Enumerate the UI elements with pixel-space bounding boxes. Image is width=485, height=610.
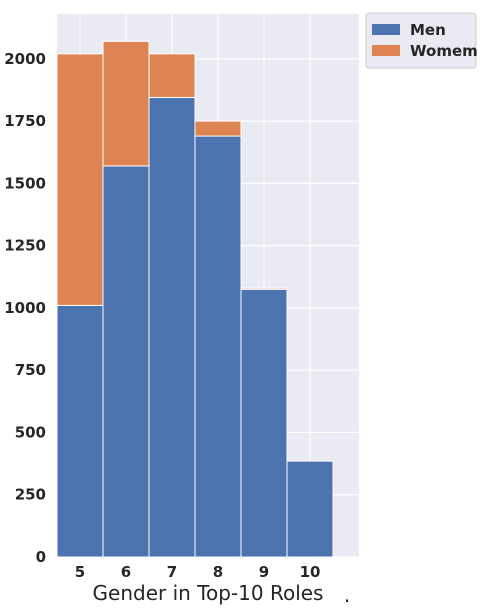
- x-tick-labels: 5 6 7 8 9 10: [75, 563, 321, 581]
- x-tick-label: 8: [213, 563, 223, 581]
- legend-label-womem: Womem: [410, 42, 478, 60]
- bar-womem-5: [56, 53, 104, 306]
- bar-men-5: [56, 304, 104, 558]
- x-tick-label: 6: [121, 563, 131, 581]
- bars: [56, 40, 334, 558]
- bar-men-7: [148, 96, 196, 558]
- x-tick-label: 9: [259, 563, 269, 581]
- legend-swatch-men: [372, 24, 400, 35]
- y-tick-label: 1250: [4, 237, 46, 255]
- x-axis-trailing-mark: .: [344, 583, 350, 607]
- y-tick-label: 2000: [4, 50, 46, 68]
- y-tick-label: 1000: [4, 299, 46, 317]
- y-tick-label: 500: [15, 423, 46, 441]
- x-tick-label: 7: [167, 563, 177, 581]
- y-tick-labels: 0 250 500 750 1000 1250 1500 1750 2000: [4, 50, 46, 566]
- y-tick-label: 250: [15, 486, 46, 504]
- y-tick-label: 1500: [4, 174, 46, 192]
- y-tick-label: 1750: [4, 112, 46, 130]
- bar-men-10: [286, 460, 334, 558]
- legend-swatch-womem: [372, 45, 400, 56]
- bar-men-9: [240, 288, 288, 558]
- bar-men-8: [194, 135, 242, 558]
- x-tick-label: 10: [300, 563, 321, 581]
- legend: Men Womem: [365, 12, 478, 69]
- bar-womem-7: [148, 53, 196, 98]
- bar-womem-9: [240, 287, 288, 290]
- y-tick-label: 750: [15, 361, 46, 379]
- bar-womem-6: [102, 40, 150, 167]
- bar-men-6: [102, 165, 150, 558]
- legend-label-men: Men: [410, 21, 446, 39]
- x-axis-label: Gender in Top-10 Roles: [93, 581, 324, 605]
- x-tick-label: 5: [75, 563, 85, 581]
- bar-womem-8: [194, 120, 242, 137]
- y-tick-label: 0: [36, 548, 46, 566]
